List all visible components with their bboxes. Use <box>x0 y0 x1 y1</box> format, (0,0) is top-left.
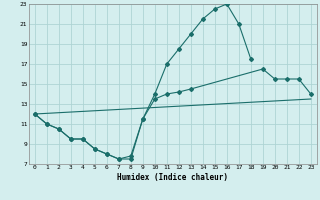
X-axis label: Humidex (Indice chaleur): Humidex (Indice chaleur) <box>117 173 228 182</box>
